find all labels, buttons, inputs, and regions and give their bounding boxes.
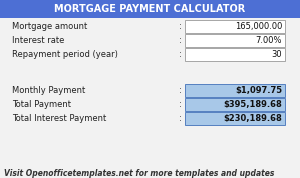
Text: MORTGAGE PAYMENT CALCULATOR: MORTGAGE PAYMENT CALCULATOR <box>54 4 246 14</box>
Bar <box>185 98 285 111</box>
Text: :: : <box>178 50 182 59</box>
Text: 165,000.00: 165,000.00 <box>235 22 282 31</box>
Text: :: : <box>178 86 182 95</box>
Text: :: : <box>178 22 182 31</box>
Text: 7.00%: 7.00% <box>256 36 282 45</box>
Bar <box>185 20 285 33</box>
Bar <box>185 84 285 97</box>
Text: :: : <box>178 114 182 123</box>
Bar <box>185 112 285 125</box>
Text: Total Payment: Total Payment <box>12 100 71 109</box>
Bar <box>0 0 300 18</box>
Text: $230,189.68: $230,189.68 <box>223 114 282 123</box>
Bar <box>0 166 300 178</box>
Text: Visit Openofficetemplates.net for more templates and updates: Visit Openofficetemplates.net for more t… <box>4 169 274 177</box>
Text: Interest rate: Interest rate <box>12 36 64 45</box>
Bar <box>185 34 285 47</box>
Text: Total Interest Payment: Total Interest Payment <box>12 114 106 123</box>
Text: $395,189.68: $395,189.68 <box>223 100 282 109</box>
Text: Monthly Payment: Monthly Payment <box>12 86 85 95</box>
Text: $1,097.75: $1,097.75 <box>235 86 282 95</box>
Text: :: : <box>178 100 182 109</box>
Bar <box>185 48 285 61</box>
Text: :: : <box>178 36 182 45</box>
Text: 30: 30 <box>272 50 282 59</box>
Text: Repayment period (year): Repayment period (year) <box>12 50 118 59</box>
Text: Mortgage amount: Mortgage amount <box>12 22 87 31</box>
